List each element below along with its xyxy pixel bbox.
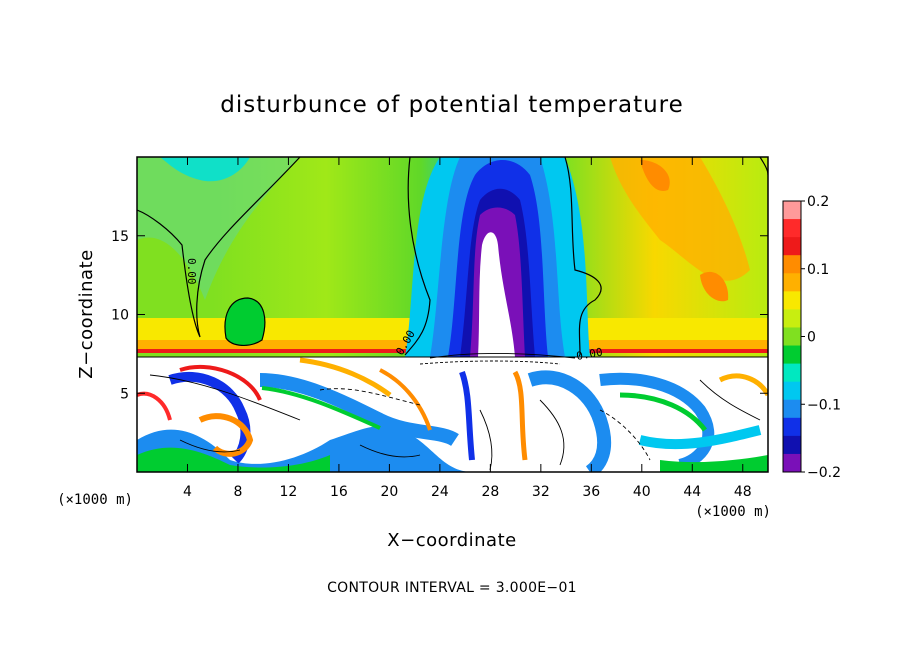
colorbar-swatch xyxy=(783,255,801,274)
colorbar-swatch xyxy=(783,417,801,437)
y-axis: 5 10 15 xyxy=(111,229,768,402)
contour-line-plume-right xyxy=(564,157,602,356)
y-tick-label: 5 xyxy=(120,386,129,402)
x-tick-label: 36 xyxy=(582,484,600,500)
colorbar-swatch xyxy=(783,399,801,419)
colorbar-swatch xyxy=(783,345,801,365)
colorbar-swatch xyxy=(783,381,801,401)
y-tick-label: 10 xyxy=(111,308,129,324)
x-tick-label: 24 xyxy=(431,484,449,500)
colorbar-tick-label: −0.1 xyxy=(807,397,841,413)
x-tick-label: 4 xyxy=(183,484,192,500)
colorbar-swatch xyxy=(783,327,801,347)
plot-area xyxy=(137,157,768,472)
contour-label-1: 0.00 xyxy=(185,258,198,285)
x-tick-label: 20 xyxy=(380,484,398,500)
x-tick-label: 40 xyxy=(633,484,651,500)
colorbar-swatch xyxy=(783,219,801,238)
x-tick-label: 32 xyxy=(532,484,550,500)
colorbar-swatch xyxy=(783,453,801,473)
contour-line-left xyxy=(137,157,301,338)
colorbar-swatch xyxy=(783,201,801,220)
colorbar-swatch xyxy=(783,363,801,383)
colorbar-swatch xyxy=(783,273,801,292)
upper-left-cyan xyxy=(137,157,300,300)
lower-contours xyxy=(137,353,768,471)
x-tick-label: 48 xyxy=(734,484,752,500)
colorbar-tick-label: −0.2 xyxy=(807,465,841,481)
y-axis-label: Z−coordinate xyxy=(76,249,97,378)
contour-interval: CONTOUR INTERVAL = 3.000E−01 xyxy=(327,580,577,596)
colorbar-tick-label: 0.2 xyxy=(807,194,829,210)
plume-core xyxy=(478,232,515,357)
upper-right-orange xyxy=(610,157,750,281)
colorbar-tick-label: 0 xyxy=(807,330,816,346)
x-tick-label: 28 xyxy=(481,484,499,500)
colorbar-tick-label: 0.1 xyxy=(807,262,829,278)
lower-eddies xyxy=(137,357,768,472)
colorbar: 0.2 0.1 0 −0.1 −0.2 xyxy=(782,194,841,481)
x-tick-label: 8 xyxy=(233,484,242,500)
y-tick-label: 15 xyxy=(111,229,129,245)
contour-line-blob xyxy=(224,297,266,346)
colorbar-swatch xyxy=(783,291,801,310)
chart-title: disturbunce of potential temperature xyxy=(220,92,684,118)
x-axis-label: X−coordinate xyxy=(387,530,516,551)
colorbar-swatch xyxy=(783,237,801,256)
colorbar-swatch xyxy=(783,309,801,328)
upper-left-cyan-top xyxy=(160,157,250,182)
x-tick-label: 44 xyxy=(683,484,701,500)
x-axis: 4 8 12 16 20 24 28 32 36 40 44 48 xyxy=(183,157,752,500)
upper-right-orange-blob2 xyxy=(700,271,729,302)
colorbar-swatch xyxy=(783,435,801,455)
x-unit-left: (×1000 m) xyxy=(57,492,133,508)
x-unit-right: (×1000 m) xyxy=(695,504,771,520)
x-tick-label: 16 xyxy=(330,484,348,500)
upper-right-orange-blob xyxy=(640,160,670,191)
contour-line-plume-left xyxy=(404,157,431,356)
x-tick-label: 12 xyxy=(280,484,298,500)
contour-label-3: 0.00 xyxy=(575,346,603,363)
